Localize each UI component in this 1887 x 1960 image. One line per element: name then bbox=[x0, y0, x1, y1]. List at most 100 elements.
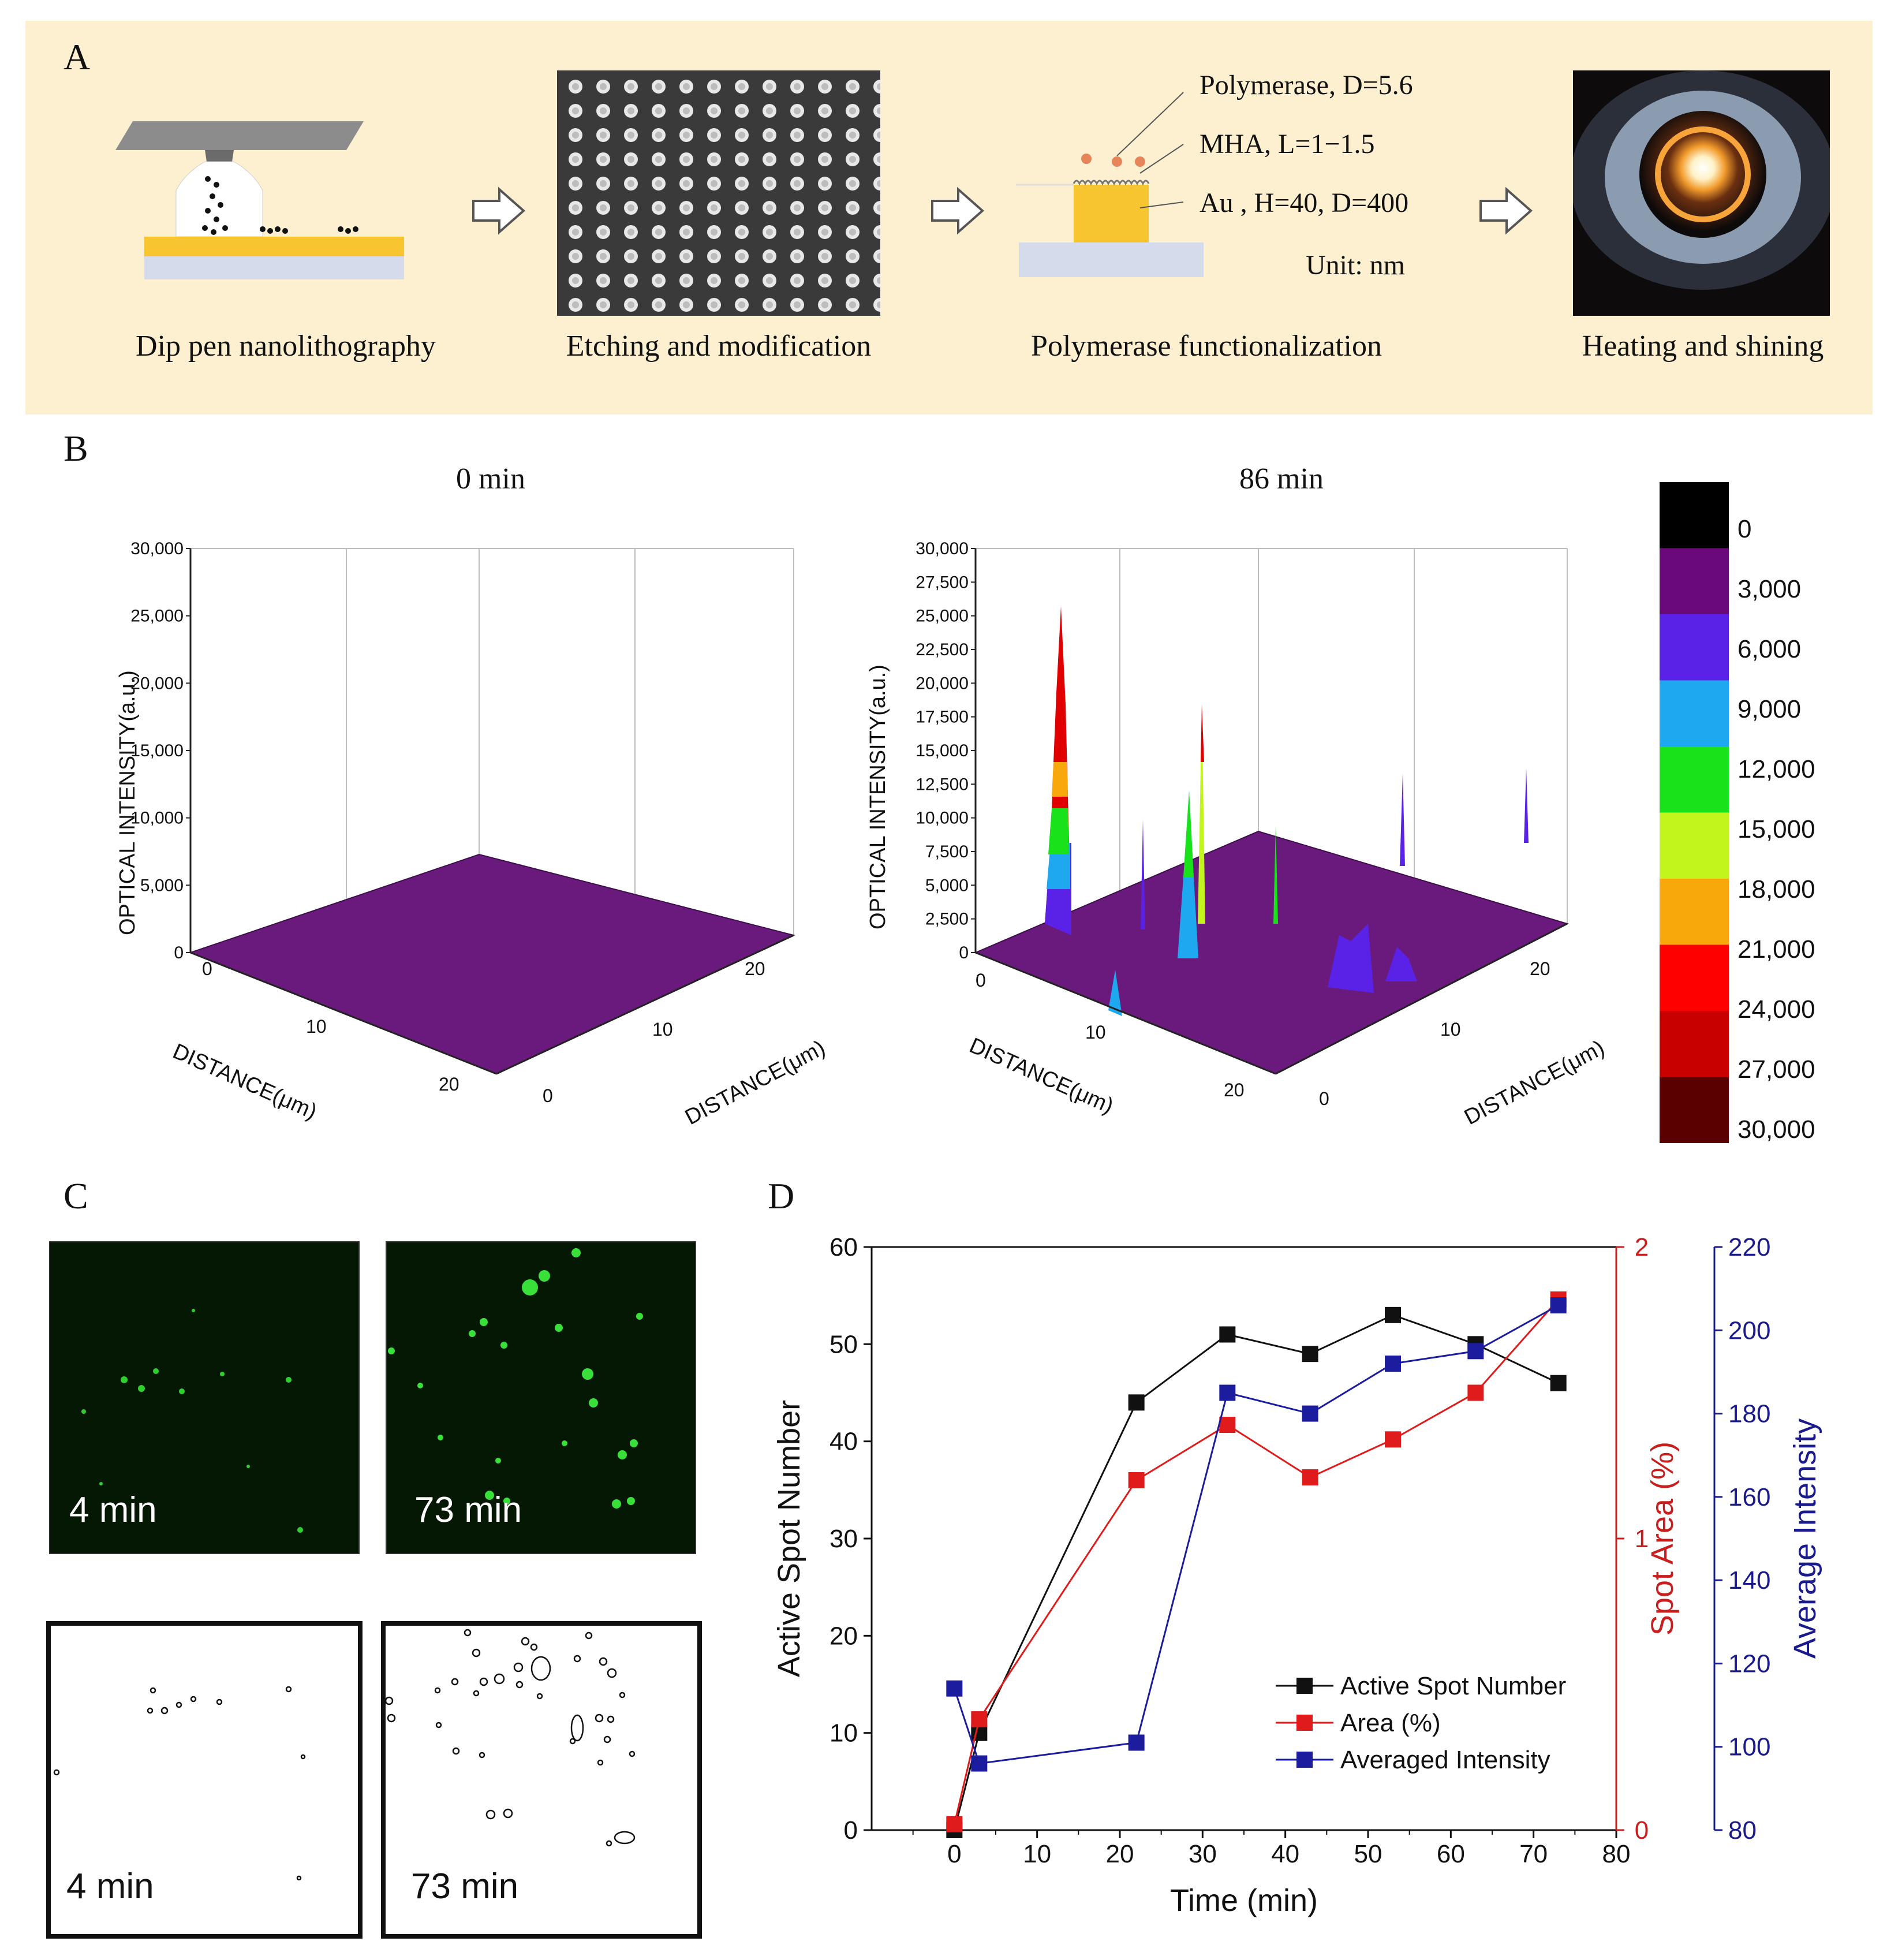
left-z-ticks: 0 5,000 10,000 15,000 20,000 25,000 30,000 bbox=[130, 539, 190, 962]
z-tick-label: 0 bbox=[959, 943, 969, 962]
x-tick-label: 0 bbox=[947, 1840, 961, 1868]
series-line-2 bbox=[953, 1304, 1559, 1765]
legend-marker bbox=[1296, 1752, 1313, 1768]
x-tick-label: 40 bbox=[1271, 1840, 1299, 1868]
z-tick-label: 22,500 bbox=[916, 640, 969, 659]
colorbar-segment bbox=[1660, 879, 1729, 946]
series-1-point bbox=[1219, 1417, 1236, 1433]
colorbar-segment bbox=[1660, 680, 1729, 747]
left-y-tick-0: 0 bbox=[543, 1085, 553, 1106]
dip-pen-schematic bbox=[115, 121, 404, 279]
series-1-point bbox=[1385, 1431, 1401, 1448]
series-line-0 bbox=[953, 1314, 1559, 1831]
surface-plot-0min: 0 5,000 10,000 15,000 20,000 25,000 30,000 bbox=[130, 539, 795, 1075]
label-73min-fluorescence: 73 min bbox=[414, 1490, 522, 1530]
series-0-point bbox=[1550, 1375, 1567, 1391]
colorbar-segment bbox=[1660, 614, 1729, 681]
series-1-point bbox=[1128, 1472, 1145, 1488]
y-intensity-tick-label: 220 bbox=[1728, 1233, 1770, 1261]
colorbar bbox=[1660, 482, 1729, 1143]
step-label-dpn: Dip pen nanolithography bbox=[136, 330, 436, 363]
colorbar-segment bbox=[1660, 1011, 1729, 1078]
y-left-tick-label: 10 bbox=[829, 1719, 858, 1748]
process-arrow-icon bbox=[931, 186, 985, 235]
legend-label: Active Spot Number bbox=[1340, 1672, 1566, 1700]
z-tick-label: 17,500 bbox=[916, 708, 969, 727]
colorbar-segment bbox=[1660, 482, 1729, 549]
right-x-tick-20: 20 bbox=[1224, 1080, 1245, 1100]
y-intensity-tick-label: 80 bbox=[1728, 1816, 1757, 1845]
z-tick-label: 12,500 bbox=[916, 775, 969, 794]
x-axis-title: Time (min) bbox=[1170, 1883, 1318, 1918]
colorbar-label: 18,000 bbox=[1737, 875, 1815, 904]
y-intensity-axis-title: Average Intensity bbox=[1788, 1418, 1822, 1659]
series-2-point bbox=[971, 1755, 988, 1772]
z-tick-label: 10,000 bbox=[130, 809, 184, 828]
y-left-axis-title: Active Spot Number bbox=[772, 1400, 806, 1677]
series-0-point bbox=[1302, 1346, 1318, 1362]
annotation-au: Au , H=40, D=400 bbox=[1200, 188, 1409, 218]
x-tick-label: 10 bbox=[1023, 1840, 1051, 1868]
panel-a-letter: A bbox=[63, 36, 91, 77]
y-left-tick-label: 40 bbox=[829, 1428, 858, 1456]
mha-layer bbox=[1073, 180, 1150, 186]
step-label-etching: Etching and modification bbox=[566, 330, 872, 363]
colorbar-segment bbox=[1660, 812, 1729, 879]
surface-plot-86min: 0 2,500 5,000 7,500 10,000 12,500 15,000 17,500… bbox=[916, 539, 1569, 1075]
spot-outlines bbox=[384, 1629, 636, 1847]
process-arrow-icon bbox=[472, 186, 526, 235]
right-x-tick-0: 0 bbox=[976, 970, 986, 991]
step-label-heating: Heating and shining bbox=[1582, 330, 1824, 363]
annotation-mha: MHA, L=1−1.5 bbox=[1200, 129, 1375, 159]
step-label-polymerase: Polymerase functionalization bbox=[1031, 330, 1382, 363]
polymerase bbox=[1112, 156, 1122, 167]
ink-molecules bbox=[202, 176, 228, 235]
y-left-tick-label: 20 bbox=[829, 1622, 858, 1650]
y-intensity-tick-label: 120 bbox=[1728, 1649, 1770, 1678]
y-area-axis-title: Spot Area (%) bbox=[1645, 1442, 1680, 1636]
label-73min-binary: 73 min bbox=[411, 1866, 519, 1906]
z-tick-label: 25,000 bbox=[916, 607, 969, 626]
binary-map-4min bbox=[46, 1621, 363, 1939]
label-4min-binary: 4 min bbox=[66, 1866, 154, 1906]
colorbar-label: 12,000 bbox=[1737, 755, 1815, 783]
right-y-tick-10: 10 bbox=[1440, 1019, 1461, 1040]
fluorescent-spots bbox=[388, 1248, 643, 1509]
x-tick-label: 80 bbox=[1602, 1840, 1631, 1868]
y-intensity-tick-label: 160 bbox=[1728, 1483, 1770, 1511]
colorbar-label: 3,000 bbox=[1737, 575, 1802, 603]
colorbar-label: 30,000 bbox=[1737, 1115, 1815, 1144]
cantilever-plate bbox=[115, 121, 364, 150]
y-intensity-tick-label: 100 bbox=[1728, 1733, 1770, 1761]
z-tick-label: 5,000 bbox=[925, 876, 969, 895]
binary-map-73min bbox=[381, 1621, 702, 1939]
colorbar-segments bbox=[1660, 482, 1729, 1143]
right-y-tick-0: 0 bbox=[1319, 1088, 1329, 1109]
legend-label: Averaged Intensity bbox=[1340, 1746, 1550, 1774]
z-tick-label: 30,000 bbox=[130, 539, 184, 558]
series-2-point bbox=[1467, 1343, 1484, 1360]
legend-label: Area (%) bbox=[1340, 1709, 1441, 1737]
y-left-tick-label: 0 bbox=[844, 1816, 858, 1845]
series-2-point bbox=[1385, 1356, 1401, 1372]
colorbar-label: 21,000 bbox=[1737, 935, 1815, 964]
z-tick-label: 2,500 bbox=[925, 910, 969, 929]
y-area-tick-label: 1 bbox=[1635, 1525, 1649, 1553]
series-2-point bbox=[1550, 1297, 1567, 1313]
left-x-tick-0: 0 bbox=[202, 958, 212, 979]
left-y-tick-10: 10 bbox=[652, 1019, 673, 1040]
polymerase bbox=[1081, 154, 1092, 164]
z-tick-label: 27,500 bbox=[916, 573, 969, 592]
substrate bbox=[1019, 242, 1204, 277]
series-0-point bbox=[1128, 1394, 1145, 1411]
y-left-tick-label: 30 bbox=[829, 1525, 858, 1553]
y-intensity-tick-label: 200 bbox=[1728, 1316, 1770, 1345]
flat-surface bbox=[189, 853, 795, 1075]
z-tick-label: 7,500 bbox=[925, 842, 969, 861]
series-1-point bbox=[1467, 1384, 1484, 1401]
colorbar-label: 24,000 bbox=[1737, 995, 1815, 1024]
colorbar-label: 0 bbox=[1737, 515, 1752, 543]
colorbar-label: 27,000 bbox=[1737, 1055, 1815, 1084]
series-2-point bbox=[1128, 1734, 1145, 1751]
process-arrow-icon bbox=[1479, 186, 1533, 235]
